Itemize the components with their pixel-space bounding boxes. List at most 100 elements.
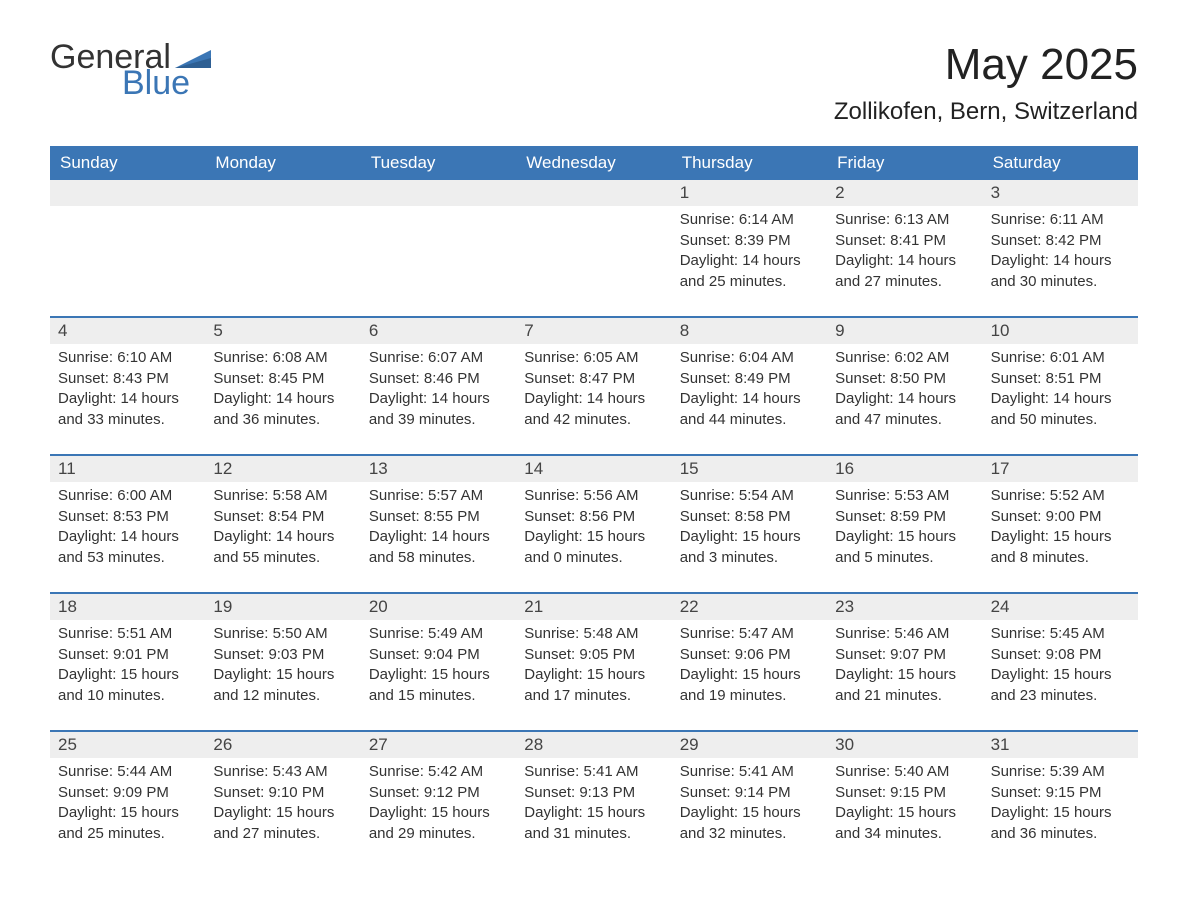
- sunrise-text: Sunrise: 6:02 AM: [835, 348, 974, 369]
- daylight-text: Daylight: 15 hours and 15 minutes.: [369, 665, 508, 706]
- day-header: Sunday: [50, 146, 205, 180]
- calendar-cell: 27Sunrise: 5:42 AMSunset: 9:12 PMDayligh…: [361, 732, 516, 860]
- logo: General Blue: [50, 40, 211, 100]
- cell-content: Sunrise: 5:45 AMSunset: 9:08 PMDaylight:…: [983, 620, 1138, 711]
- sunset-text: Sunset: 9:15 PM: [991, 783, 1130, 804]
- day-number: 13: [361, 456, 516, 482]
- sunrise-text: Sunrise: 6:05 AM: [524, 348, 663, 369]
- sunset-text: Sunset: 9:13 PM: [524, 783, 663, 804]
- sunset-text: Sunset: 8:59 PM: [835, 507, 974, 528]
- day-header: Wednesday: [516, 146, 671, 180]
- cell-content: Sunrise: 5:52 AMSunset: 9:00 PMDaylight:…: [983, 482, 1138, 573]
- cell-content: Sunrise: 6:02 AMSunset: 8:50 PMDaylight:…: [827, 344, 982, 435]
- day-number: 18: [50, 594, 205, 620]
- daylight-text: Daylight: 14 hours and 58 minutes.: [369, 527, 508, 568]
- daylight-text: Daylight: 14 hours and 39 minutes.: [369, 389, 508, 430]
- day-number: 26: [205, 732, 360, 758]
- calendar-cell: 24Sunrise: 5:45 AMSunset: 9:08 PMDayligh…: [983, 594, 1138, 722]
- sunset-text: Sunset: 9:07 PM: [835, 645, 974, 666]
- calendar-cell: 3Sunrise: 6:11 AMSunset: 8:42 PMDaylight…: [983, 180, 1138, 308]
- day-number: 29: [672, 732, 827, 758]
- calendar-cell: 30Sunrise: 5:40 AMSunset: 9:15 PMDayligh…: [827, 732, 982, 860]
- sunset-text: Sunset: 9:04 PM: [369, 645, 508, 666]
- cell-content: Sunrise: 5:42 AMSunset: 9:12 PMDaylight:…: [361, 758, 516, 849]
- day-number: 31: [983, 732, 1138, 758]
- daylight-text: Daylight: 15 hours and 5 minutes.: [835, 527, 974, 568]
- sunrise-text: Sunrise: 6:13 AM: [835, 210, 974, 231]
- day-number: 20: [361, 594, 516, 620]
- calendar-cell: 20 Sunrise: 5:49 AMSunset: 9:04 PMDayligh…: [361, 594, 516, 722]
- sunrise-text: Sunrise: 6:08 AM: [213, 348, 352, 369]
- day-number: 25: [50, 732, 205, 758]
- sunset-text: Sunset: 9:00 PM: [991, 507, 1130, 528]
- day-number: [50, 180, 205, 206]
- daylight-text: Daylight: 14 hours and 53 minutes.: [58, 527, 197, 568]
- daylight-text: Daylight: 15 hours and 12 minutes.: [213, 665, 352, 706]
- month-title: May 2025: [834, 40, 1138, 90]
- cell-content: Sunrise: 5:54 AMSunset: 8:58 PMDaylight:…: [672, 482, 827, 573]
- day-number: 22: [672, 594, 827, 620]
- daylight-text: Daylight: 15 hours and 36 minutes.: [991, 803, 1130, 844]
- calendar-cell: 19Sunrise: 5:50 AMSunset: 9:03 PMDayligh…: [205, 594, 360, 722]
- daylight-text: Daylight: 15 hours and 27 minutes.: [213, 803, 352, 844]
- calendar-cell: 28Sunrise: 5:41 AMSunset: 9:13 PMDayligh…: [516, 732, 671, 860]
- cell-content: Sunrise: 5:50 AMSunset: 9:03 PMDaylight:…: [205, 620, 360, 711]
- sunset-text: Sunset: 8:47 PM: [524, 369, 663, 390]
- sunset-text: Sunset: 9:14 PM: [680, 783, 819, 804]
- sunrise-text: Sunrise: 5:49 AM: [369, 624, 508, 645]
- day-headers-row: Sunday Monday Tuesday Wednesday Thursday…: [50, 146, 1138, 180]
- sunset-text: Sunset: 9:05 PM: [524, 645, 663, 666]
- sunset-text: Sunset: 9:06 PM: [680, 645, 819, 666]
- cell-content: Sunrise: 6:04 AMSunset: 8:49 PMDaylight:…: [672, 344, 827, 435]
- sunrise-text: Sunrise: 5:51 AM: [58, 624, 197, 645]
- sunset-text: Sunset: 8:56 PM: [524, 507, 663, 528]
- cell-content: Sunrise: 6:10 AMSunset: 8:43 PMDaylight:…: [50, 344, 205, 435]
- cell-content: Sunrise: 6:07 AMSunset: 8:46 PMDaylight:…: [361, 344, 516, 435]
- daylight-text: Daylight: 14 hours and 47 minutes.: [835, 389, 974, 430]
- daylight-text: Daylight: 14 hours and 55 minutes.: [213, 527, 352, 568]
- calendar-cell: 14Sunrise: 5:56 AMSunset: 8:56 PMDayligh…: [516, 456, 671, 584]
- calendar-week: 1Sunrise: 6:14 AMSunset: 8:39 PMDaylight…: [50, 180, 1138, 308]
- sunset-text: Sunset: 8:39 PM: [680, 231, 819, 252]
- sunset-text: Sunset: 8:54 PM: [213, 507, 352, 528]
- sunset-text: Sunset: 9:08 PM: [991, 645, 1130, 666]
- calendar-cell: 1Sunrise: 6:14 AMSunset: 8:39 PMDaylight…: [672, 180, 827, 308]
- day-number: 1: [672, 180, 827, 206]
- sunrise-text: Sunrise: 5:40 AM: [835, 762, 974, 783]
- daylight-text: Daylight: 15 hours and 8 minutes.: [991, 527, 1130, 568]
- day-number: 23: [827, 594, 982, 620]
- day-number: 7: [516, 318, 671, 344]
- daylight-text: Daylight: 14 hours and 30 minutes.: [991, 251, 1130, 292]
- day-number: 27: [361, 732, 516, 758]
- sunrise-text: Sunrise: 5:45 AM: [991, 624, 1130, 645]
- calendar-cell: [50, 180, 205, 308]
- day-number: 9: [827, 318, 982, 344]
- cell-content: Sunrise: 5:47 AMSunset: 9:06 PMDaylight:…: [672, 620, 827, 711]
- calendar-cell: 31Sunrise: 5:39 AMSunset: 9:15 PMDayligh…: [983, 732, 1138, 860]
- sunset-text: Sunset: 8:58 PM: [680, 507, 819, 528]
- day-number: 15: [672, 456, 827, 482]
- sunrise-text: Sunrise: 5:58 AM: [213, 486, 352, 507]
- calendar-cell: 17Sunrise: 5:52 AMSunset: 9:00 PMDayligh…: [983, 456, 1138, 584]
- day-header: Thursday: [672, 146, 827, 180]
- cell-content: Sunrise: 6:05 AMSunset: 8:47 PMDaylight:…: [516, 344, 671, 435]
- daylight-text: Daylight: 15 hours and 10 minutes.: [58, 665, 197, 706]
- daylight-text: Daylight: 14 hours and 27 minutes.: [835, 251, 974, 292]
- calendar-cell: 25Sunrise: 5:44 AMSunset: 9:09 PMDayligh…: [50, 732, 205, 860]
- sunset-text: Sunset: 8:50 PM: [835, 369, 974, 390]
- day-number: 19: [205, 594, 360, 620]
- calendar-cell: 15Sunrise: 5:54 AMSunset: 8:58 PMDayligh…: [672, 456, 827, 584]
- location: Zollikofen, Bern, Switzerland: [834, 98, 1138, 126]
- header: General Blue May 2025 Zollikofen, Bern, …: [50, 40, 1138, 126]
- sunset-text: Sunset: 9:15 PM: [835, 783, 974, 804]
- day-number: [361, 180, 516, 206]
- sunrise-text: Sunrise: 6:07 AM: [369, 348, 508, 369]
- day-number: 14: [516, 456, 671, 482]
- daylight-text: Daylight: 14 hours and 25 minutes.: [680, 251, 819, 292]
- daylight-text: Daylight: 15 hours and 29 minutes.: [369, 803, 508, 844]
- sunrise-text: Sunrise: 5:50 AM: [213, 624, 352, 645]
- calendar-cell: 11Sunrise: 6:00 AMSunset: 8:53 PMDayligh…: [50, 456, 205, 584]
- sunrise-text: Sunrise: 6:00 AM: [58, 486, 197, 507]
- sunset-text: Sunset: 8:45 PM: [213, 369, 352, 390]
- calendar-cell: 5Sunrise: 6:08 AMSunset: 8:45 PMDaylight…: [205, 318, 360, 446]
